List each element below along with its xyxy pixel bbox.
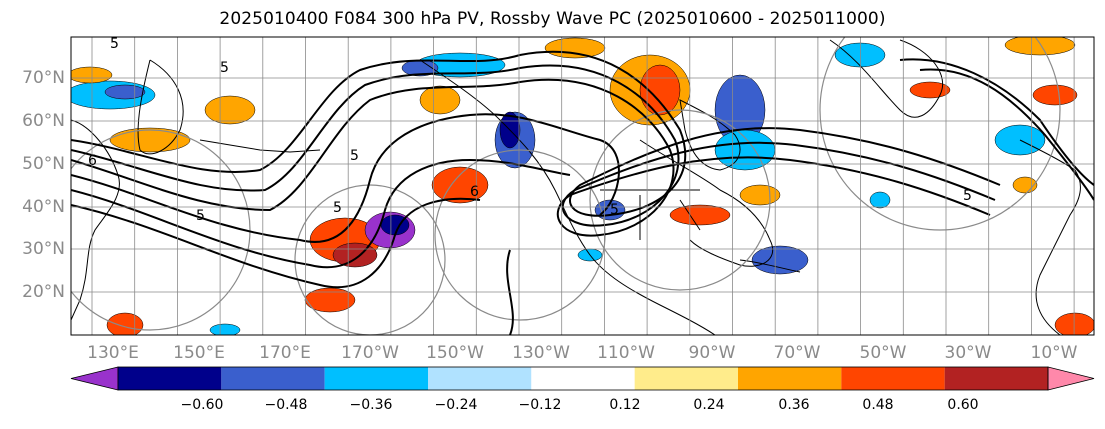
coast-greenland [829,39,944,118]
colorbar-tick-label: −0.12 [518,397,562,413]
coast-kamchatka [137,59,184,155]
contour-1 [71,50,1001,217]
lon-label-150w: 150°W [426,343,484,363]
pv-anomaly-patch [1004,37,1076,56]
contour-label: 5 [350,148,359,164]
map-title: 2025010400 F084 300 hPa PV, Rossby Wave … [219,9,886,29]
contour-2 [71,64,996,227]
pv-anomaly-patch [909,81,951,99]
lon-label-130e: 130°E [87,343,139,363]
lon-label-110w: 110°W [597,343,655,363]
lon-label-10w: 10°W [1030,343,1078,363]
pv-anomaly-patch [1054,312,1094,335]
lon-label-130w: 130°W [512,343,570,363]
pv-contours [71,50,1094,335]
colorbar-extend-min [70,366,119,391]
contour-label: 6 [470,184,479,200]
lon-label-50w: 50°W [859,343,907,363]
coast-caribbean [739,259,801,273]
colorbar-segment [738,367,842,390]
pv-anomaly-patch [109,127,191,153]
colorbar-frame [117,366,1049,391]
colorbar-tick-label: 0.48 [862,397,894,413]
coast-north-america-west [419,59,716,335]
pv-anomaly-patch [209,323,241,335]
pv-anomaly-patch [544,37,606,59]
colorbar-segment [221,367,325,390]
lat-label-60n: 60°N [22,111,65,131]
colorbar-segment [944,367,1048,390]
pv-anomaly-patch [304,287,356,313]
pv-anomaly-patch [104,84,146,100]
colorbar-segment [531,367,635,390]
colorbar-tick-label: −0.48 [264,397,308,413]
colorbar-tick-label: 0.12 [609,397,641,413]
colorbar-segment [324,367,428,390]
pv-anomaly-patch [751,245,809,275]
lat-label-70n: 70°N [22,68,65,88]
coast-north-america-east [639,139,774,267]
colorbar-tick-label: 0.36 [778,397,810,413]
colorbar-segment [634,367,738,390]
colorbar-tick-label: −0.36 [349,397,393,413]
colorbar-extend-max [1047,366,1095,391]
coast-asia [71,119,120,321]
lat-label-20n: 20°N [22,282,65,302]
contour-label: 5 [220,60,229,76]
lon-label-30w: 30°W [944,343,992,363]
pv-anomaly-patch [419,85,461,115]
contour-label: 5 [110,36,119,52]
pv-anomaly-patch [1032,84,1078,106]
pv-anomaly-patch [869,191,891,209]
contour-label: 5 [333,200,342,216]
pv-anomaly-patch [431,166,489,204]
pv-anomaly-patch [204,95,256,125]
contour-4 [71,113,620,243]
contour-9 [506,249,514,335]
contour-value-labels: 5 5 6 6 5 5 5 5 5 [88,36,972,224]
colorbar-tick-label: −0.60 [180,397,224,413]
graticule [71,37,1094,335]
lon-label-150e: 150°E [173,343,225,363]
pv-anomaly-patch [106,312,144,335]
contour-6 [71,197,481,289]
colorbar-tick-label: 0.60 [947,397,979,413]
contour-8 [919,68,1094,201]
contour-label: 6 [88,153,97,169]
lon-label-170w: 170°W [341,343,399,363]
lon-label-170e: 170°E [259,343,311,363]
colorbar-tick-label: 0.24 [693,397,725,413]
pv-anomaly-patch [834,42,886,68]
colorbar-tick-label: −0.24 [434,397,478,413]
pv-anomaly-patch [669,204,731,226]
contour-5 [71,158,571,269]
contour-7 [899,58,1094,186]
lon-label-90w: 90°W [688,343,736,363]
map-frame [70,36,1095,336]
lat-label-40n: 40°N [22,197,65,217]
colorbar [70,366,1095,391]
colorbar-segment [118,367,222,390]
contour-label: 5 [963,188,972,204]
contour-3 [71,78,991,237]
colorbar-segment [428,367,532,390]
pv-anomaly-patch [739,184,781,206]
pv-anomaly-patch [71,66,113,84]
lon-label-70w: 70°W [773,343,821,363]
contour-label: 5 [196,208,205,224]
lat-label-30n: 30°N [22,239,65,259]
coast-europe-africa [1019,139,1081,335]
pv-anomaly-patch [639,64,681,116]
colorbar-segment [841,367,945,390]
pv-anomaly-patch [332,242,378,268]
lat-label-50n: 50°N [22,154,65,174]
contour-label: 5 [610,202,619,218]
